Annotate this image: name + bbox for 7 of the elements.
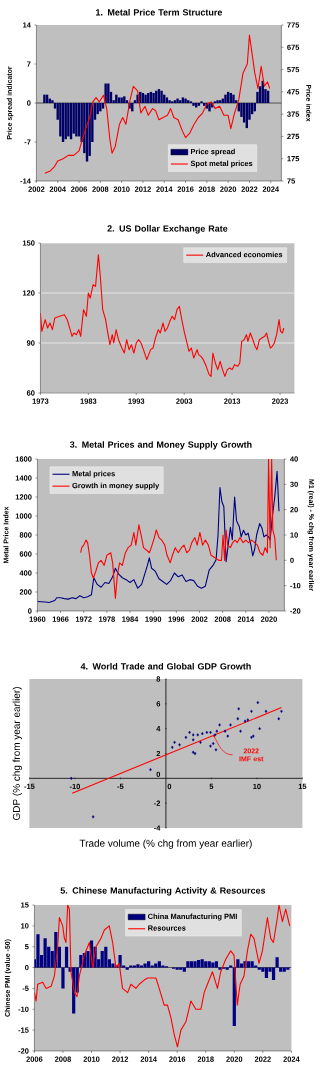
chart-title: 4. World Trade and Global GDP Growth: [80, 662, 251, 670]
chart-title: 5. Chinese Manufacturing Activity & Resources: [60, 887, 265, 896]
y-axis-title: GDP (% chg from year earlier): [12, 687, 22, 820]
chart-title: 2. US Dollar Exchange Rate: [107, 225, 228, 234]
chart-title: 1. Metal Price Term Structure: [95, 8, 222, 16]
chart-title: 3. Metal Prices and Money Supply Growth: [69, 441, 252, 450]
x-axis-title: Trade volume (% chg from year earlier): [79, 839, 252, 849]
